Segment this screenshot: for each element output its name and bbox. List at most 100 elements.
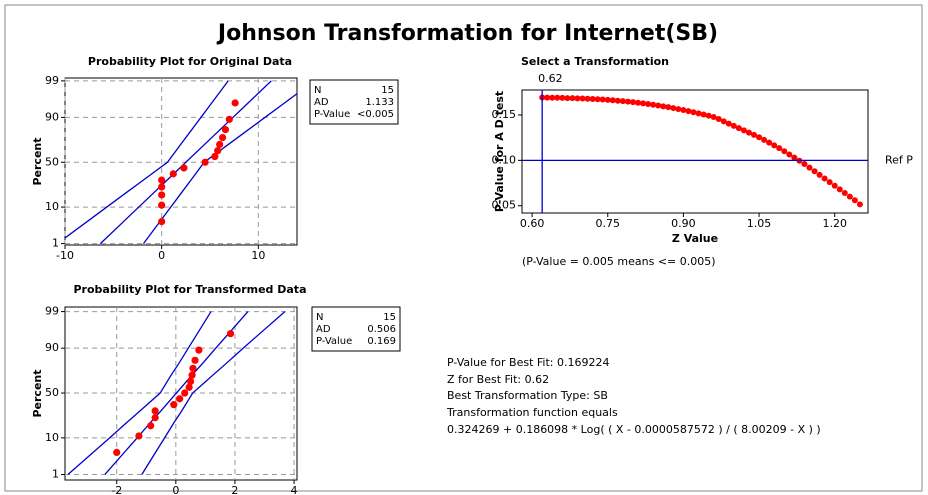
plot-frame: [64, 77, 298, 246]
stats-value: 15: [383, 312, 396, 323]
point: [756, 134, 763, 141]
y-tick-label: 0.10: [492, 153, 517, 166]
point: [851, 197, 858, 204]
point: [584, 95, 591, 102]
y-tick-label: 50: [45, 155, 59, 168]
point: [791, 154, 798, 161]
point: [113, 448, 121, 456]
point: [201, 158, 209, 166]
point: [690, 109, 697, 116]
point: [614, 97, 621, 104]
point: [629, 99, 636, 106]
note: (P-Value = 0.005 means <= 0.005): [522, 255, 716, 268]
point: [735, 125, 742, 132]
point: [158, 183, 166, 191]
point: [181, 389, 189, 397]
chart: Probability Plot for Transformed Data -2 0…: [31, 283, 401, 495]
point: [856, 201, 863, 208]
point: [225, 115, 233, 123]
ref-line-label: Ref P: [885, 153, 913, 166]
point: [745, 129, 752, 136]
chart: Probability Plot for Original Data -10 0 10…: [31, 55, 399, 262]
point: [619, 98, 626, 105]
point: [170, 401, 178, 409]
plot-frame: [64, 306, 298, 481]
point: [705, 112, 712, 119]
y-axis-label: Percent: [31, 369, 44, 417]
summary-line: Best Transformation Type: SB: [447, 389, 608, 402]
point: [549, 94, 556, 101]
y-tick-label: 10: [45, 431, 59, 444]
stats-value: 0.169: [367, 336, 396, 347]
y-axis-label: Percent: [31, 137, 44, 185]
point: [685, 108, 692, 115]
point: [811, 168, 818, 175]
point: [158, 201, 166, 209]
x-tick-label: 1.20: [822, 217, 847, 230]
point: [579, 95, 586, 102]
point: [660, 103, 667, 110]
point: [151, 407, 159, 415]
x-tick-label: 4: [291, 484, 298, 495]
x-tick-label: 0: [172, 484, 179, 495]
point: [214, 147, 222, 155]
point: [599, 96, 606, 103]
point: [189, 364, 197, 372]
point: [670, 105, 677, 112]
chart-title: Probability Plot for Transformed Data: [73, 283, 306, 296]
point: [218, 133, 227, 142]
point: [846, 193, 853, 200]
point: [730, 122, 737, 129]
point: [187, 377, 195, 386]
point: [836, 186, 843, 193]
point: [176, 395, 184, 403]
y-tick-label: 0.05: [492, 199, 517, 212]
y-tick-label: 0.15: [492, 108, 517, 121]
point: [831, 182, 838, 189]
summary-line: 0.324269 + 0.186098 * Log( ( X - 0.00005…: [447, 423, 821, 436]
fit-line: [99, 80, 272, 245]
y-tick-label: 90: [45, 110, 59, 123]
point: [816, 171, 823, 178]
point: [135, 432, 143, 440]
point: [665, 104, 672, 111]
point: [604, 96, 611, 103]
stats-value: 1.133: [365, 97, 394, 108]
confidence-band: [67, 311, 212, 475]
chart-title: Probability Plot for Original Data: [88, 55, 292, 68]
point: [841, 190, 848, 197]
point: [781, 148, 788, 155]
point: [569, 95, 576, 102]
point: [680, 107, 687, 114]
point: [231, 99, 239, 107]
stats-label: AD: [314, 97, 329, 108]
y-tick-label: 1: [52, 237, 59, 250]
x-tick-label: 0.60: [520, 217, 545, 230]
x-tick-label: 0.90: [671, 217, 696, 230]
point: [216, 140, 224, 149]
point: [589, 95, 596, 102]
point: [786, 151, 793, 158]
stats-value: 15: [381, 85, 394, 96]
point: [158, 191, 166, 199]
point: [740, 127, 747, 134]
point: [554, 94, 561, 101]
point: [675, 106, 682, 113]
x-tick-label: -2: [111, 484, 122, 495]
point: [715, 116, 722, 123]
stats-label: N: [314, 85, 321, 96]
chart-title: Select a Transformation: [521, 55, 669, 68]
stats-value: <0.005: [357, 109, 394, 120]
point: [821, 175, 828, 182]
x-tick-label: 2: [231, 484, 238, 495]
plot-area: [67, 311, 286, 475]
point: [766, 139, 773, 146]
point: [151, 414, 159, 422]
point: [559, 94, 566, 101]
point: [700, 111, 707, 118]
point: [226, 330, 235, 338]
y-axis-label: P-Value for A D test: [493, 91, 506, 212]
point: [761, 136, 768, 143]
point: [650, 101, 657, 108]
x-tick-label: 0.75: [595, 217, 620, 230]
